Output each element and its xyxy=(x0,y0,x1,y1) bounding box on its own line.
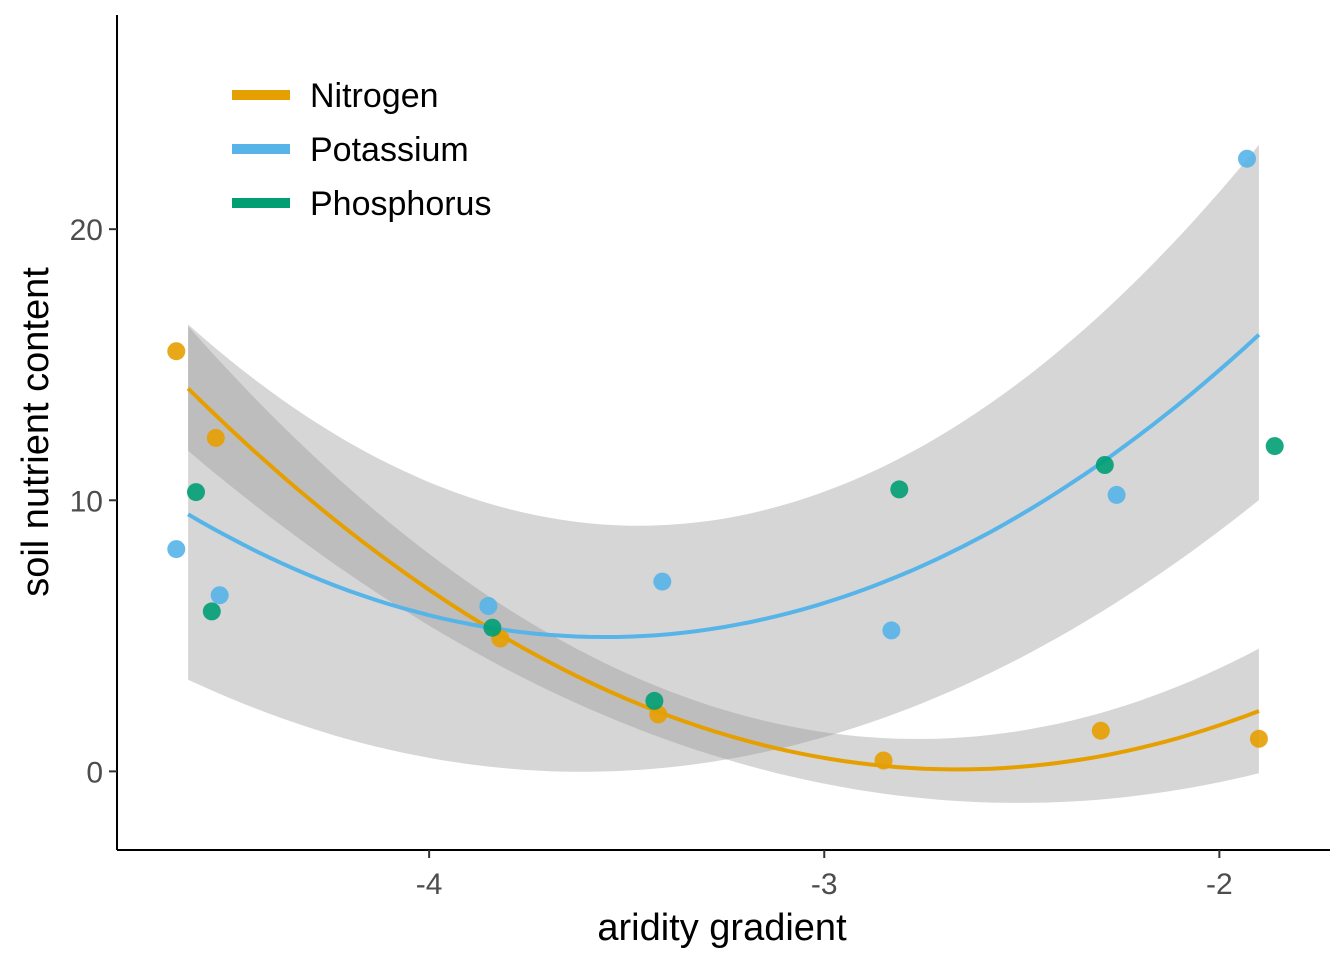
confidence-band-nitrogen xyxy=(188,326,1259,803)
point-potassium-0 xyxy=(167,540,186,559)
confidence-band-potassium xyxy=(188,144,1259,772)
tick-marks: -4 -3 -2 0 10 20 xyxy=(70,214,1233,901)
point-nitrogen-3 xyxy=(649,705,668,724)
point-nitrogen-5 xyxy=(1091,721,1110,740)
x-tick-label: -2 xyxy=(1206,868,1233,901)
fit-lines xyxy=(186,333,1261,772)
y-axis-title: soil nutrient content xyxy=(15,267,57,597)
legend: Nitrogen Potassium Phosphorus xyxy=(232,77,491,223)
point-potassium-5 xyxy=(1107,485,1126,504)
y-tick-label: 0 xyxy=(86,756,103,789)
axes xyxy=(116,15,1330,851)
point-potassium-2 xyxy=(479,597,498,615)
y-tick-label: 10 xyxy=(70,485,103,518)
point-phosphorus-4 xyxy=(890,480,909,499)
point-potassium-1 xyxy=(210,586,229,605)
point-nitrogen-1 xyxy=(206,428,225,447)
data-points xyxy=(167,149,1284,770)
legend-label-potassium: Potassium xyxy=(310,131,469,169)
point-phosphorus-2 xyxy=(483,618,502,637)
point-potassium-6 xyxy=(1238,149,1256,168)
point-phosphorus-0 xyxy=(187,483,205,502)
fit-line-nitrogen xyxy=(186,387,1260,772)
point-nitrogen-6 xyxy=(1249,729,1268,748)
x-axis-title: aridity gradient xyxy=(597,907,847,949)
fit-line-potassium xyxy=(187,333,1261,639)
x-tick-label: -3 xyxy=(811,868,838,901)
legend-label-phosphorus: Phosphorus xyxy=(310,185,491,223)
point-phosphorus-5 xyxy=(1095,456,1114,474)
x-tick-label: -4 xyxy=(416,868,443,901)
point-nitrogen-0 xyxy=(167,342,186,361)
point-phosphorus-6 xyxy=(1265,437,1284,456)
legend-label-nitrogen: Nitrogen xyxy=(310,77,439,115)
point-nitrogen-4 xyxy=(874,751,893,770)
point-phosphorus-1 xyxy=(202,602,221,621)
confidence-bands xyxy=(188,144,1259,803)
point-potassium-4 xyxy=(882,621,901,640)
y-tick-label: 20 xyxy=(70,214,103,247)
point-potassium-3 xyxy=(653,572,672,591)
point-phosphorus-3 xyxy=(645,691,664,710)
